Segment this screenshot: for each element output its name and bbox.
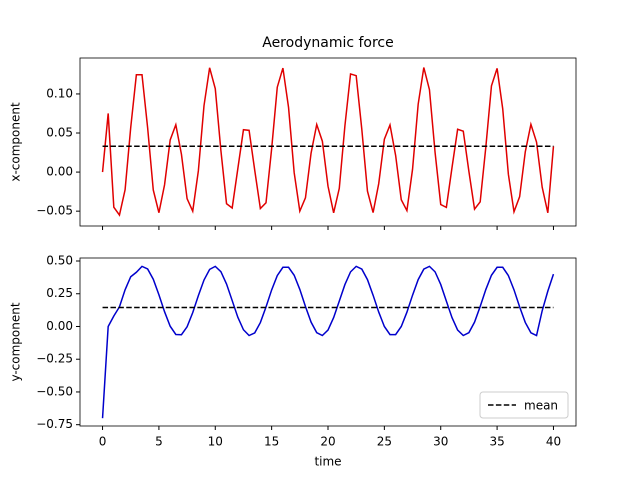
y-tick-label: 0.10 [46,86,73,100]
chart-title: Aerodynamic force [262,35,394,51]
x-tick-label: 15 [264,435,279,449]
y-tick-label: −0.75 [36,417,73,431]
y-axis-label: y-component [9,302,23,381]
axes-frame [79,257,577,427]
x-tick-label: 40 [546,435,561,449]
y-tick-label: 0.05 [46,126,73,140]
y-axis-label: x-component [9,102,23,182]
x-tick-label: 35 [489,435,504,449]
x-tick-label: 20 [320,435,335,449]
legend-box [479,391,569,419]
axes-frame [79,57,577,227]
y-tick-label: 0.25 [46,286,73,300]
y-tick-label: 0.50 [46,254,73,268]
x-tick-label: 30 [433,435,448,449]
y-tick-label: −0.50 [36,384,73,398]
data-line [101,265,555,419]
x-tick-label: 25 [377,435,392,449]
x-tick-label: 5 [155,435,163,449]
y-tick-label: −0.25 [36,352,73,366]
y-tick-label: −0.05 [36,204,73,218]
legend: mean [479,391,569,419]
y-tick-label: 0.00 [46,319,73,333]
y-tick-label: 0.00 [46,165,73,179]
x-tick-label: 10 [208,435,223,449]
legend-label: mean [524,399,558,413]
x-tick-label: 0 [99,435,107,449]
data-line [101,67,555,217]
x-axis-label: time [314,455,341,469]
